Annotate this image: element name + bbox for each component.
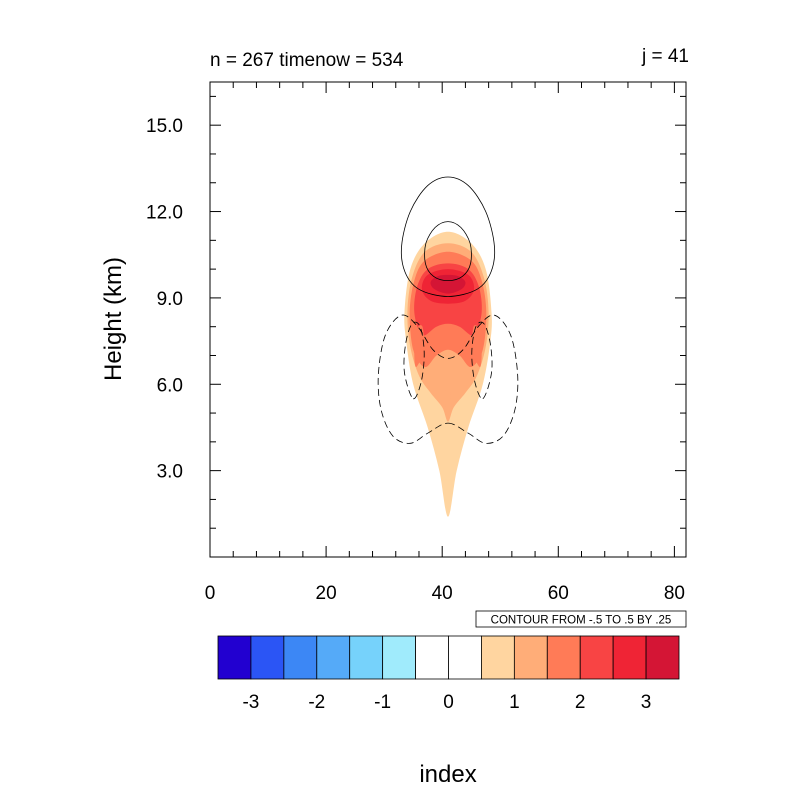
contour-info-box xyxy=(475,610,687,628)
y-tick-label: 6.0 xyxy=(157,375,183,396)
colorbar-box-4 xyxy=(349,635,384,680)
colorbar-box-9 xyxy=(513,635,548,680)
right-title: j = 41 xyxy=(641,46,689,67)
contour-lines xyxy=(377,176,519,444)
colorbar-box-0 xyxy=(217,635,252,680)
contour-line-2 xyxy=(377,314,519,444)
y-tick-labels: 3.0 6.0 9.0 12.0 15.0 xyxy=(146,116,183,482)
colorbar-label: -2 xyxy=(308,692,325,713)
x-axis-label: index xyxy=(419,761,476,788)
colorbar-box-2 xyxy=(283,635,318,680)
colorbar-box-8 xyxy=(481,635,515,680)
filled-region-8 xyxy=(445,374,451,418)
colorbar-box-1 xyxy=(250,635,285,680)
filled-region-7 xyxy=(471,325,482,367)
axis-ticks xyxy=(209,82,686,558)
filled-region-6 xyxy=(414,325,425,367)
x-tick-label: 0 xyxy=(205,583,216,604)
plot-area xyxy=(209,81,687,558)
colorbar-label: 0 xyxy=(443,692,454,713)
colorbar-labels: -3 -2 -1 0 1 2 3 xyxy=(242,692,651,713)
contour-line-3 xyxy=(403,321,425,400)
contour-info-text: CONTOUR FROM -.5 TO .5 BY .25 xyxy=(491,615,672,627)
colorbar-box-3 xyxy=(316,635,351,680)
y-tick-label: 12.0 xyxy=(146,203,183,224)
x-tick-label: 20 xyxy=(316,583,337,604)
y-tick-label: 9.0 xyxy=(157,289,183,310)
x-tick-labels: 0 20 40 60 80 xyxy=(205,583,685,604)
colorbar-label: -1 xyxy=(374,692,391,713)
y-tick-label: 3.0 xyxy=(157,462,183,483)
y-axis-label: Height (km) xyxy=(100,257,127,381)
x-tick-label: 60 xyxy=(548,583,569,604)
colorbar-box-5 xyxy=(382,635,416,680)
colorbar-box-7 xyxy=(448,635,482,680)
x-tick-label: 80 xyxy=(664,583,685,604)
colorbar-box-12 xyxy=(612,635,647,680)
colorbar-box-10 xyxy=(546,635,581,680)
x-tick-label: 40 xyxy=(432,583,453,604)
contour-line-0 xyxy=(400,176,496,297)
colorbar-label: 1 xyxy=(509,692,520,713)
colorbar xyxy=(217,635,680,680)
colorbar-label: -3 xyxy=(242,692,259,713)
contour-line-4 xyxy=(471,321,493,400)
filled-contours xyxy=(404,231,492,517)
colorbar-box-6 xyxy=(415,635,449,680)
colorbar-box-11 xyxy=(579,635,614,680)
colorbar-label: 3 xyxy=(641,692,652,713)
left-title: n = 267 timenow = 534 xyxy=(210,50,404,71)
y-tick-label: 15.0 xyxy=(146,116,183,137)
colorbar-label: 2 xyxy=(575,692,586,713)
colorbar-box-13 xyxy=(645,635,680,680)
contour-line-1 xyxy=(424,221,472,282)
plot-frame xyxy=(209,81,687,558)
